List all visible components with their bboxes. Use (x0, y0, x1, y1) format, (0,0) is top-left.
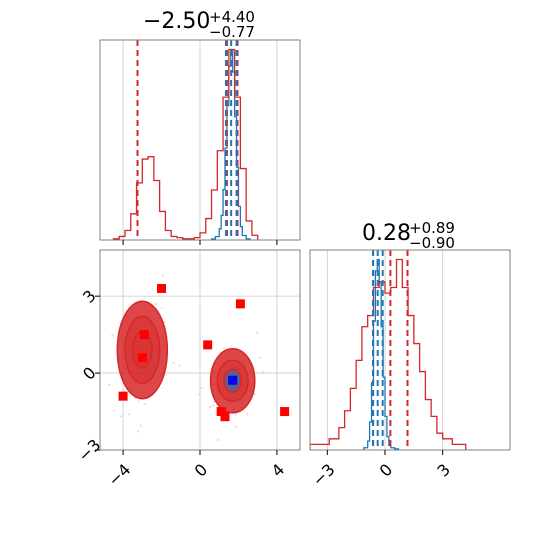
sample-point (178, 364, 181, 367)
sample-point (223, 347, 226, 350)
truth-marker (235, 299, 245, 309)
sample-point (217, 438, 220, 442)
sample-point (128, 413, 131, 416)
param1-title-main: −2.50 (143, 9, 210, 34)
sample-point (200, 386, 203, 389)
x-tick-label: −4 (104, 460, 134, 490)
sample-point (212, 404, 215, 407)
hist-series-blue (210, 48, 251, 240)
sample-point (119, 415, 122, 418)
contour-level-2 (124, 315, 161, 385)
hist-panel-param1 (99, 39, 301, 245)
sample-point (246, 413, 249, 416)
param2-title-sub: −0.90 (409, 234, 455, 252)
sample-point (162, 274, 165, 277)
sample-point (256, 331, 259, 334)
sample-point (137, 400, 140, 403)
param2-title-main: 0.28 (362, 221, 411, 246)
sample-point (139, 424, 143, 427)
truth-marker (280, 407, 290, 417)
sample-point (143, 402, 146, 406)
param1-title-sub: −0.77 (209, 23, 255, 41)
truth-marker (220, 412, 230, 422)
param2-title-sup: +0.89 (409, 219, 455, 237)
true-value-marker (228, 375, 238, 385)
sample-point (108, 383, 111, 387)
sample-point (253, 392, 256, 396)
sample-point (154, 302, 158, 305)
sample-point (258, 356, 261, 359)
sample-point (160, 306, 163, 309)
truth-marker (157, 283, 167, 293)
joint-panel: −4 0 4−303 (74, 249, 301, 490)
x-tick-label: 3 (433, 460, 454, 481)
sample-point (235, 425, 238, 429)
x-tick-label: 4 (268, 460, 289, 481)
param1-title: −2.50 +4.40 −0.77 (143, 8, 255, 41)
sample-point (262, 370, 265, 373)
sample-point (197, 393, 201, 396)
sample-point (137, 430, 140, 433)
param1-title-sup: +4.40 (209, 8, 255, 26)
hist-panel-param2: −3 0 3 (309, 249, 511, 490)
sample-point (212, 400, 215, 403)
truth-marker (203, 340, 213, 350)
param2-title: 0.28 +0.89 −0.90 (362, 219, 455, 252)
sample-point (172, 361, 175, 364)
truth-marker (137, 353, 147, 363)
sample-point (111, 334, 114, 337)
truth-marker (216, 407, 226, 417)
sample-point (234, 413, 237, 416)
x-tick-label: 0 (376, 460, 397, 481)
x-tick-label: −3 (309, 460, 339, 490)
hist-panel-param2-frame (309, 249, 511, 451)
truth-marker (118, 391, 128, 401)
x-tick-label: 0 (191, 460, 212, 481)
sample-point (112, 409, 115, 412)
truth-marker (139, 330, 149, 340)
sample-point (209, 405, 212, 409)
